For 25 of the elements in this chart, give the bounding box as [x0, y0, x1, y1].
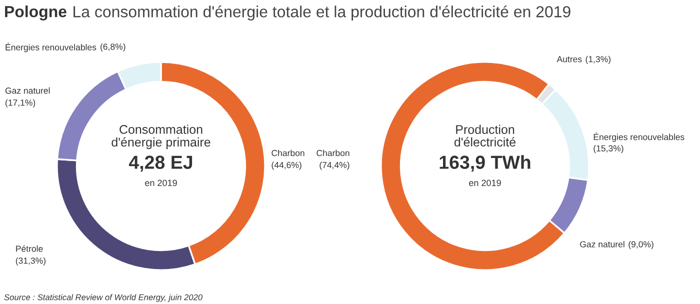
- text: Consommation d'énergie primaire: [112, 124, 210, 150]
- slice-label: Charbon: [272, 150, 304, 156]
- data-label: (74,4%): [320, 162, 350, 170]
- text: 163,9 TWh: [440, 155, 530, 172]
- slice-label: Charbon: [316, 150, 350, 156]
- data-label: (6,8%): [100, 43, 126, 52]
- slice-label: Autres: [556, 56, 582, 62]
- text: Production d'électricité: [454, 124, 516, 147]
- data-label: (31,3%): [16, 257, 46, 266]
- slice-label: Énergies renouvelables: [594, 132, 684, 142]
- text: en 2019: [145, 180, 177, 186]
- data-label: (44,6%): [272, 162, 302, 170]
- text: 4,28 EJ: [128, 156, 192, 172]
- slice-label: Pétrole: [16, 245, 43, 252]
- data-label: (9,0%): [628, 240, 654, 250]
- data-label: (17,1%): [6, 99, 36, 108]
- chart-subtitle: La consommation d'énergie totale et la production d'électricité en 2019: [74, 5, 570, 21]
- slice-label: Gaz naturel: [580, 240, 624, 248]
- slice-label: Énergies renouvelables: [6, 42, 96, 52]
- slice-label: Gaz naturel: [5, 87, 50, 94]
- data-label: (1,3%): [586, 56, 610, 64]
- text: en 2019: [469, 180, 501, 186]
- source-note: Source : Statistical Review of World Energy, juin 2020: [4, 294, 202, 302]
- chart-title: Pologne: [5, 6, 66, 20]
- data-label: (15,3%): [594, 145, 624, 154]
